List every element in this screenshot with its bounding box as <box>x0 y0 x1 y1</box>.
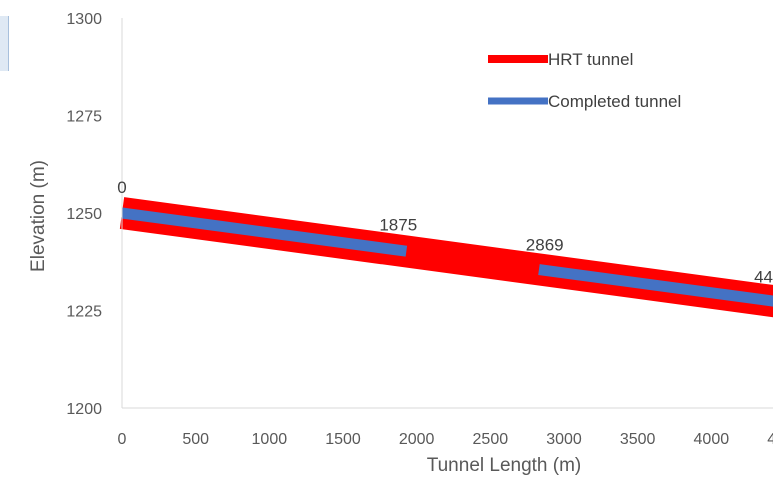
y-tick-label: 1225 <box>66 304 102 321</box>
legend-label: HRT tunnel <box>548 50 633 69</box>
legend-label: Completed tunnel <box>548 92 681 111</box>
legend: HRT tunnel Completed tunnel <box>488 50 681 111</box>
y-tick-label: 1300 <box>66 11 102 28</box>
completed-tunnel-segment <box>538 264 773 307</box>
x-tick-label: 3500 <box>620 431 656 448</box>
x-tick-label: 0 <box>118 431 127 448</box>
data-label: 0 <box>117 178 126 197</box>
data-labels: 0 1875 2869 44 <box>117 178 773 287</box>
x-axis-title: Tunnel Length (m) <box>427 455 582 476</box>
x-tick-label: 2500 <box>473 431 509 448</box>
y-tick-label: 1250 <box>66 206 102 223</box>
x-tick-label: 4500 <box>767 431 773 448</box>
data-label: 44 <box>754 268 773 287</box>
left-panel-edge <box>0 16 9 71</box>
data-label: 1875 <box>379 215 417 234</box>
x-tick-label: 1000 <box>252 431 288 448</box>
x-tick-label: 2000 <box>399 431 435 448</box>
y-axis-title: Elevation (m) <box>28 160 49 272</box>
x-tick-label: 1500 <box>325 431 361 448</box>
x-tick-label: 500 <box>182 431 209 448</box>
completed-tunnel-segment <box>121 207 408 257</box>
plot-area <box>119 197 773 318</box>
x-tick-label: 3000 <box>546 431 582 448</box>
data-label: 2869 <box>526 235 564 254</box>
axes: 1200 1225 1250 1275 1300 0 500 1000 1500 2000 2500… <box>66 11 773 448</box>
y-tick-label: 1275 <box>66 109 102 126</box>
x-tick-label: 4000 <box>694 431 730 448</box>
y-tick-label: 1200 <box>66 401 102 418</box>
